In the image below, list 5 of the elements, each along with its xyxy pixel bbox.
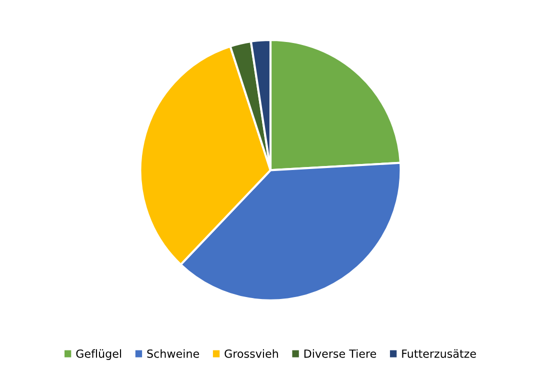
legend-label: Diverse Tiere <box>304 349 376 358</box>
legend-label: Futterzusätze <box>402 349 476 358</box>
legend-label: Grossvieh <box>224 349 278 358</box>
legend-label: Geflügel <box>76 349 122 360</box>
legend-label: Schweine <box>147 349 200 358</box>
